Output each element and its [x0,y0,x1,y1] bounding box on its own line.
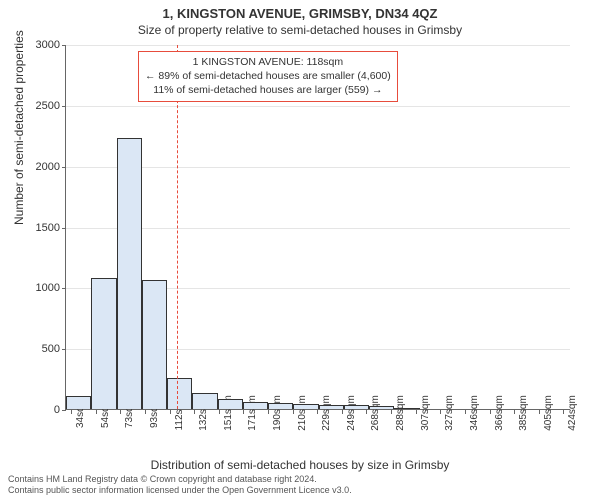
xtick-mark [366,410,367,414]
footer-line-2: Contains public sector information licen… [8,485,352,496]
histogram-bar [117,138,142,409]
xtick-label: 327sqm [444,395,455,431]
xtick-label: 405sqm [543,395,554,431]
annotation-line2: ← 89% of semi-detached houses are smalle… [145,69,391,83]
xtick-mark [71,410,72,414]
xtick-mark [465,410,466,414]
footer-attribution: Contains HM Land Registry data © Crown c… [8,474,352,497]
xtick-mark [145,410,146,414]
xtick-mark [219,410,220,414]
xtick-mark [440,410,441,414]
histogram-bar [218,399,243,409]
ytick-label: 0 [20,404,60,416]
plot-area: 05001000150020002500300034sqm54sqm73sqm9… [65,45,570,410]
histogram-bar [293,404,318,409]
ytick-mark [62,288,66,289]
xtick-mark [416,410,417,414]
ytick-label: 2500 [20,100,60,112]
y-axis-label: Number of semi-detached properties [12,30,26,225]
footer-line-1: Contains HM Land Registry data © Crown c… [8,474,352,485]
xtick-mark [317,410,318,414]
xtick-mark [170,410,171,414]
ytick-label: 500 [20,343,60,355]
xtick-label: 249sqm [346,395,357,431]
histogram-bar [243,402,268,409]
xtick-label: 366sqm [494,395,505,431]
xtick-label: 424sqm [567,395,578,431]
xtick-mark [120,410,121,414]
xtick-label: 288sqm [395,395,406,431]
xtick-label: 385sqm [518,395,529,431]
histogram-bar [66,396,91,409]
histogram-bar [167,378,192,409]
xtick-mark [293,410,294,414]
xtick-mark [243,410,244,414]
xtick-label: 171sqm [247,395,258,431]
x-axis-label: Distribution of semi-detached houses by … [0,458,600,472]
chart-container: 05001000150020002500300034sqm54sqm73sqm9… [65,45,570,410]
xtick-mark [96,410,97,414]
histogram-bar [319,405,344,409]
gridline [66,45,570,46]
xtick-mark [563,410,564,414]
xtick-mark [514,410,515,414]
histogram-bar [192,393,217,409]
xtick-mark [391,410,392,414]
ytick-mark [62,106,66,107]
xtick-label: 268sqm [370,395,381,431]
histogram-bar [91,278,116,409]
ytick-mark [62,410,66,411]
xtick-label: 210sqm [297,395,308,431]
xtick-label: 190sqm [272,395,283,431]
histogram-bar [369,406,394,409]
xtick-label: 346sqm [469,395,480,431]
annotation-line3: 11% of semi-detached houses are larger (… [145,83,391,97]
chart-title-sub: Size of property relative to semi-detach… [0,21,600,41]
xtick-mark [194,410,195,414]
ytick-mark [62,228,66,229]
xtick-mark [268,410,269,414]
annotation-box: 1 KINGSTON AVENUE: 118sqm← 89% of semi-d… [138,51,398,102]
ytick-mark [62,349,66,350]
ytick-mark [62,45,66,46]
ytick-label: 3000 [20,39,60,51]
xtick-label: 229sqm [321,395,332,431]
histogram-bar [394,408,419,409]
xtick-mark [539,410,540,414]
histogram-bar [268,403,293,409]
annotation-line1: 1 KINGSTON AVENUE: 118sqm [145,55,391,69]
ytick-label: 1500 [20,222,60,234]
gridline [66,106,570,107]
ytick-label: 1000 [20,282,60,294]
histogram-bar [344,405,369,409]
histogram-bar [142,280,167,409]
ytick-label: 2000 [20,161,60,173]
xtick-mark [490,410,491,414]
xtick-mark [342,410,343,414]
chart-title-main: 1, KINGSTON AVENUE, GRIMSBY, DN34 4QZ [0,0,600,21]
xtick-label: 307sqm [420,395,431,431]
ytick-mark [62,167,66,168]
